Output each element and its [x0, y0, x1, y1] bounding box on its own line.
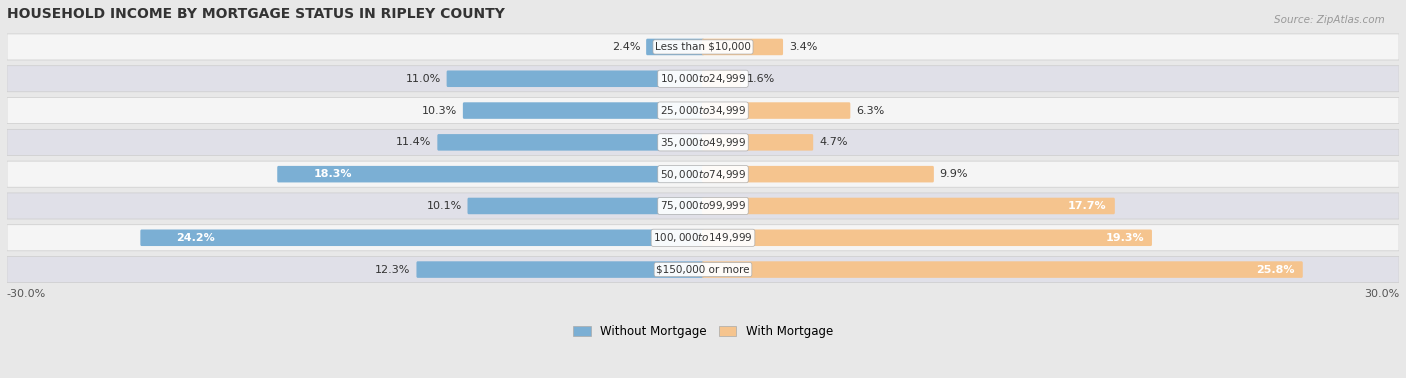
Text: $150,000 or more: $150,000 or more	[657, 265, 749, 274]
Text: $25,000 to $34,999: $25,000 to $34,999	[659, 104, 747, 117]
Text: 24.2%: 24.2%	[176, 233, 215, 243]
Text: $75,000 to $99,999: $75,000 to $99,999	[659, 200, 747, 212]
FancyBboxPatch shape	[7, 193, 1399, 219]
FancyBboxPatch shape	[702, 198, 1115, 214]
FancyBboxPatch shape	[7, 34, 1399, 60]
FancyBboxPatch shape	[277, 166, 704, 183]
Text: 6.3%: 6.3%	[856, 105, 884, 116]
Text: $10,000 to $24,999: $10,000 to $24,999	[659, 72, 747, 85]
FancyBboxPatch shape	[647, 39, 704, 55]
FancyBboxPatch shape	[702, 70, 741, 87]
Text: 30.0%: 30.0%	[1364, 289, 1399, 299]
FancyBboxPatch shape	[437, 134, 704, 150]
FancyBboxPatch shape	[702, 229, 1152, 246]
FancyBboxPatch shape	[468, 198, 704, 214]
Text: Source: ZipAtlas.com: Source: ZipAtlas.com	[1274, 15, 1385, 25]
FancyBboxPatch shape	[702, 166, 934, 183]
FancyBboxPatch shape	[7, 257, 1399, 283]
FancyBboxPatch shape	[463, 102, 704, 119]
Text: 12.3%: 12.3%	[375, 265, 411, 274]
Text: 17.7%: 17.7%	[1069, 201, 1107, 211]
Text: 19.3%: 19.3%	[1105, 233, 1144, 243]
Text: 1.6%: 1.6%	[747, 74, 775, 84]
FancyBboxPatch shape	[7, 129, 1399, 155]
FancyBboxPatch shape	[447, 70, 704, 87]
Text: 11.4%: 11.4%	[396, 137, 432, 147]
Text: $35,000 to $49,999: $35,000 to $49,999	[659, 136, 747, 149]
FancyBboxPatch shape	[141, 229, 704, 246]
Text: -30.0%: -30.0%	[7, 289, 46, 299]
Text: 3.4%: 3.4%	[789, 42, 817, 52]
FancyBboxPatch shape	[416, 261, 704, 278]
Legend: Without Mortgage, With Mortgage: Without Mortgage, With Mortgage	[568, 320, 838, 342]
Text: 9.9%: 9.9%	[939, 169, 969, 179]
Text: 18.3%: 18.3%	[314, 169, 352, 179]
FancyBboxPatch shape	[7, 225, 1399, 251]
Text: 4.7%: 4.7%	[820, 137, 848, 147]
Text: $50,000 to $74,999: $50,000 to $74,999	[659, 168, 747, 181]
Text: 25.8%: 25.8%	[1256, 265, 1295, 274]
Text: 10.3%: 10.3%	[422, 105, 457, 116]
FancyBboxPatch shape	[7, 98, 1399, 124]
FancyBboxPatch shape	[7, 161, 1399, 187]
FancyBboxPatch shape	[702, 134, 813, 150]
FancyBboxPatch shape	[7, 66, 1399, 92]
Text: 10.1%: 10.1%	[426, 201, 461, 211]
FancyBboxPatch shape	[702, 39, 783, 55]
Text: 11.0%: 11.0%	[405, 74, 441, 84]
FancyBboxPatch shape	[702, 261, 1303, 278]
Text: Less than $10,000: Less than $10,000	[655, 42, 751, 52]
Text: 2.4%: 2.4%	[612, 42, 640, 52]
Text: HOUSEHOLD INCOME BY MORTGAGE STATUS IN RIPLEY COUNTY: HOUSEHOLD INCOME BY MORTGAGE STATUS IN R…	[7, 7, 505, 21]
Text: $100,000 to $149,999: $100,000 to $149,999	[654, 231, 752, 244]
FancyBboxPatch shape	[702, 102, 851, 119]
